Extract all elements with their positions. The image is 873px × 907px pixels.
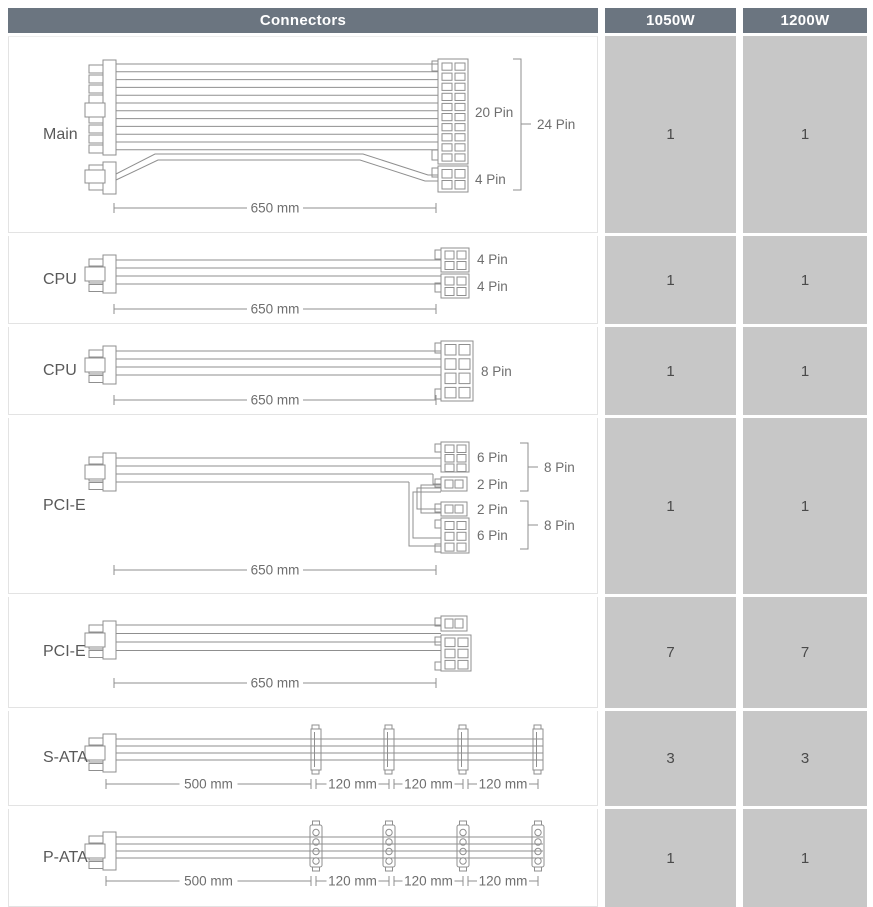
pcie-single-cable-diagram-icon: 650 mm <box>84 615 472 691</box>
dimension-label: 500 mm <box>184 874 233 889</box>
header-connectors: Connectors <box>8 8 598 33</box>
pin-label-4pin-bottom: 4 Pin <box>477 279 508 294</box>
value-cell-pata-1050w: 1 <box>605 809 736 907</box>
row-label-cpu: CPU <box>43 361 77 379</box>
value-cell-pcie1-1050w: 1 <box>605 418 736 594</box>
pin-label-2pin-bottom: 2 Pin <box>477 502 508 517</box>
value-cell-cpu2-1200w: 1 <box>743 327 867 415</box>
pata-cable-diagram-icon: 500 mm 120 mm 120 mm 120 mm <box>84 820 545 889</box>
dimension-label: 650 mm <box>251 302 300 317</box>
dimension-label: 650 mm <box>251 201 300 216</box>
value-cell-cpu1-1050w: 1 <box>605 236 736 324</box>
value-cell-main-1050w: 1 <box>605 36 736 233</box>
dimension-label: 120 mm <box>328 777 377 792</box>
pin-label-4pin: 4 Pin <box>475 172 506 187</box>
dimension-label: 650 mm <box>251 393 300 408</box>
pin-label-2pin-top: 2 Pin <box>477 477 508 492</box>
value-cell-pcie2-1200w: 7 <box>743 597 867 708</box>
value-cell-main-1200w: 1 <box>743 36 867 233</box>
dimension-label: 120 mm <box>479 777 528 792</box>
dimension-label: 120 mm <box>404 777 453 792</box>
value-cell-cpu2-1050w: 1 <box>605 327 736 415</box>
cpu-4plus4-cable-diagram-icon: 4 Pin 4 Pin 650 mm <box>84 247 508 317</box>
dimension-label: 120 mm <box>479 874 528 889</box>
value-cell-sata-1200w: 3 <box>743 711 867 806</box>
pin-label-4pin-top: 4 Pin <box>477 252 508 267</box>
pin-label-8pin-group1: 8 Pin <box>544 460 575 475</box>
connectors-cell-pata: P-ATA 500 mm 120 mm 120 mm 120 mm <box>8 809 598 907</box>
pcie-dual-cable-diagram-icon: 6 Pin 2 Pin 2 Pin 6 Pin 8 Pin 8 Pin 650 … <box>84 441 575 578</box>
pin-label-6pin-bottom: 6 Pin <box>477 528 508 543</box>
connectors-cell-main: Main 20 Pin 4 Pin 24 Pin <box>8 36 598 233</box>
dimension-label: 500 mm <box>184 777 233 792</box>
dimension-label: 650 mm <box>251 563 300 578</box>
pin-label-8pin: 8 Pin <box>481 364 512 379</box>
value-cell-pcie1-1200w: 1 <box>743 418 867 594</box>
main-cable-diagram-icon: 20 Pin 4 Pin 24 Pin 650 mm <box>84 58 575 216</box>
dimension-label: 650 mm <box>251 676 300 691</box>
value-cell-pata-1200w: 1 <box>743 809 867 907</box>
row-label-sata: S-ATA <box>43 749 88 766</box>
value-cell-pcie2-1050w: 7 <box>605 597 736 708</box>
connectors-cell-sata: S-ATA 500 mm 120 mm 120 mm 120 mm <box>8 711 598 806</box>
cpu-8pin-cable-diagram-icon: 8 Pin 650 mm <box>84 340 512 408</box>
pin-label-6pin-top: 6 Pin <box>477 450 508 465</box>
connectors-cell-cpu-8: CPU 8 Pin 650 mm <box>8 327 598 415</box>
value-cell-sata-1050w: 3 <box>605 711 736 806</box>
dimension-label: 120 mm <box>328 874 377 889</box>
pin-label-24pin: 24 Pin <box>537 117 575 132</box>
value-cell-cpu1-1200w: 1 <box>743 236 867 324</box>
sata-cable-diagram-icon: 500 mm 120 mm 120 mm 120 mm <box>84 724 544 792</box>
pin-label-20pin: 20 Pin <box>475 105 513 120</box>
connectors-cell-cpu-4plus4: CPU 4 Pin 4 Pin 650 mm <box>8 236 598 324</box>
dimension-label: 120 mm <box>404 874 453 889</box>
header-1200w: 1200W <box>743 8 867 33</box>
row-label-main: Main <box>43 125 78 143</box>
row-label-cpu: CPU <box>43 270 77 288</box>
connectors-cell-pcie-single: PCI-E 650 mm <box>8 597 598 708</box>
header-1050w: 1050W <box>605 8 736 33</box>
pin-label-8pin-group2: 8 Pin <box>544 518 575 533</box>
connectors-cell-pcie-dual: PCI-E 6 Pin <box>8 418 598 594</box>
row-label-pcie: PCI-E <box>43 643 86 660</box>
row-label-pata: P-ATA <box>43 848 88 866</box>
row-label-pcie: PCI-E <box>43 496 86 514</box>
